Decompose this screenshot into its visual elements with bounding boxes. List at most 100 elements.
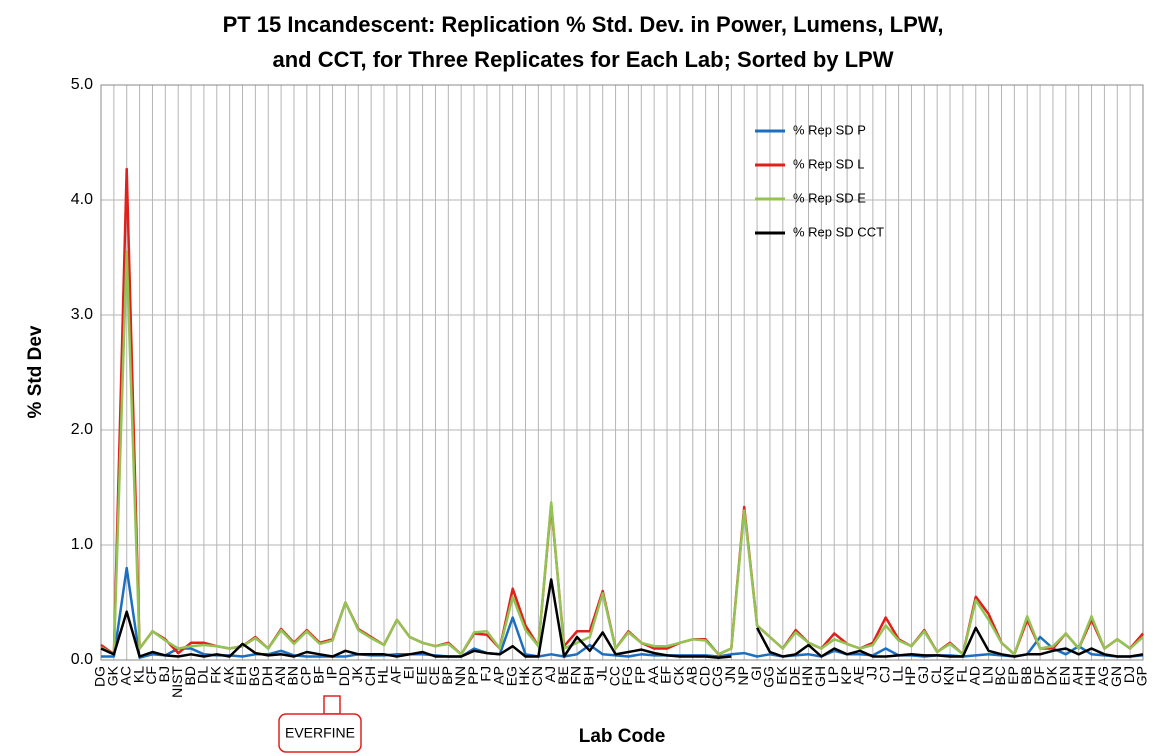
x-tick-label: NN (452, 666, 468, 686)
x-tick-label: AB (683, 666, 699, 685)
x-tick-label: PP (465, 666, 481, 685)
x-tick-label: CH (362, 666, 378, 686)
x-tick-label: CN (529, 666, 545, 686)
x-tick-label: HL (375, 666, 391, 684)
x-tick-label: JN (722, 666, 738, 683)
x-tick-label: CL (928, 666, 944, 684)
x-tick-label: KP (838, 666, 854, 685)
x-tick-label: CK (671, 665, 687, 685)
x-tick-label: AH (1069, 666, 1085, 685)
x-tick-label: DL (195, 666, 211, 684)
x-tick-label: AK (220, 665, 236, 684)
x-tick-label: HH (1082, 666, 1098, 686)
x-tick-label: DE (786, 666, 802, 685)
x-tick-label: EI (400, 666, 416, 679)
x-tick-label: FL (954, 666, 970, 683)
x-tick-label: GH (812, 666, 828, 687)
annotation-box (278, 713, 362, 753)
x-tick-label: EP (1005, 666, 1021, 685)
x-tick-label: EN (1057, 666, 1073, 685)
x-tick-label: HP (902, 666, 918, 685)
x-tick-label: EH (233, 666, 249, 685)
legend: % Rep SD P % Rep SD L % Rep SD E % Rep SD C… (755, 122, 884, 239)
x-tick-label: GG (761, 666, 777, 688)
x-tick-label: BG (246, 666, 262, 686)
x-tick-label: BE (555, 666, 571, 685)
x-tick-label: AE (851, 666, 867, 685)
x-tick-label: FG (619, 666, 635, 685)
x-tick-label: AG (1095, 666, 1111, 686)
x-tick-label: BC (992, 666, 1008, 685)
x-tick-label: BN (285, 666, 301, 685)
y-tick-label: 5.0 (71, 76, 93, 93)
legend-label: % Rep SD CCT (793, 224, 884, 239)
x-tick-label: FK (207, 665, 223, 684)
x-tick-label: AC (117, 666, 133, 685)
x-tick-label: GI (748, 666, 764, 681)
x-tick-label: CG (709, 666, 725, 687)
x-tick-label: EK (774, 665, 790, 684)
x-tick-label: EF (658, 666, 674, 684)
x-tick-label: BB (1018, 666, 1034, 685)
x-tick-label: GJ (915, 666, 931, 684)
x-tick-label: HN (799, 666, 815, 686)
x-tick-label: AA (645, 665, 661, 684)
y-tick-label: 1.0 (71, 536, 93, 553)
highlight-box (323, 695, 341, 715)
y-tick-label: 3.0 (71, 306, 93, 323)
x-tick-label: DK (1044, 665, 1060, 685)
x-tick-label: BD (182, 666, 198, 685)
legend-label: % Rep SD E (793, 190, 866, 205)
x-tick-label: BH (581, 666, 597, 685)
x-tick-label: GP (1134, 666, 1150, 686)
x-tick-label: AF (388, 666, 404, 684)
x-tick-label: AP (490, 666, 506, 685)
x-tick-label: CC (606, 666, 622, 686)
y-axis-label: % Std Dev (25, 325, 46, 418)
x-tick-label: KN (941, 666, 957, 685)
x-tick-label: DF (1031, 666, 1047, 685)
x-tick-label: JJ (864, 666, 880, 680)
annotation: EVERFINE (285, 725, 355, 741)
x-tick-label: BJ (156, 666, 172, 682)
x-tick-label: FP (632, 666, 648, 684)
x-tick-label: BF (310, 666, 326, 684)
chart-title: and CCT, for Three Replicates for Each L… (273, 47, 894, 72)
x-tick-label: AJ (542, 666, 558, 682)
x-tick-label: IP (323, 666, 339, 679)
x-tick-label: HK (516, 665, 532, 685)
x-tick-label: JL (593, 666, 609, 681)
x-tick-label: FJ (478, 666, 494, 682)
x-tick-label: FN (568, 666, 584, 685)
x-tick-label: CJ (876, 666, 892, 683)
x-tick-label: GK (105, 665, 121, 686)
x-tick-label: NIST (169, 666, 185, 698)
plot-frame (100, 84, 1144, 661)
x-tick-label: LP (825, 666, 841, 683)
x-tick-label: LN (979, 666, 995, 684)
grid (100, 84, 1144, 661)
x-tick-label: CE (426, 666, 442, 685)
series-line (100, 167, 1144, 656)
x-tick-label: JK (349, 665, 365, 682)
y-tick-label: 4.0 (71, 191, 93, 208)
x-tick-label: EG (503, 666, 519, 686)
series-line (101, 566, 1144, 659)
y-tick-label: 2.0 (71, 421, 93, 438)
plot: 0.0 1.0 2.0 3.0 4.0 5.0 DGGKACKLCFBJNISTBDDLFK… (71, 76, 1150, 698)
x-tick-label: DH (259, 666, 275, 686)
y-tick-label: 0.0 (71, 651, 93, 668)
x-tick-label: CD (696, 666, 712, 686)
x-tick-label: KL (130, 666, 146, 683)
legend-label: % Rep SD L (793, 156, 865, 171)
x-tick-label: GN (1108, 666, 1124, 687)
x-tick-label: DG (92, 666, 108, 687)
chart-title: PT 15 Incandescent: Replication % Std. D… (223, 12, 944, 37)
x-tick-label: AD (966, 666, 982, 685)
x-tick-label: DJ (1121, 666, 1137, 683)
x-tick-label: AN (272, 666, 288, 685)
series-line (100, 578, 1144, 659)
x-tick-label: CF (143, 666, 159, 685)
x-axis-label: Lab Code (579, 726, 666, 747)
